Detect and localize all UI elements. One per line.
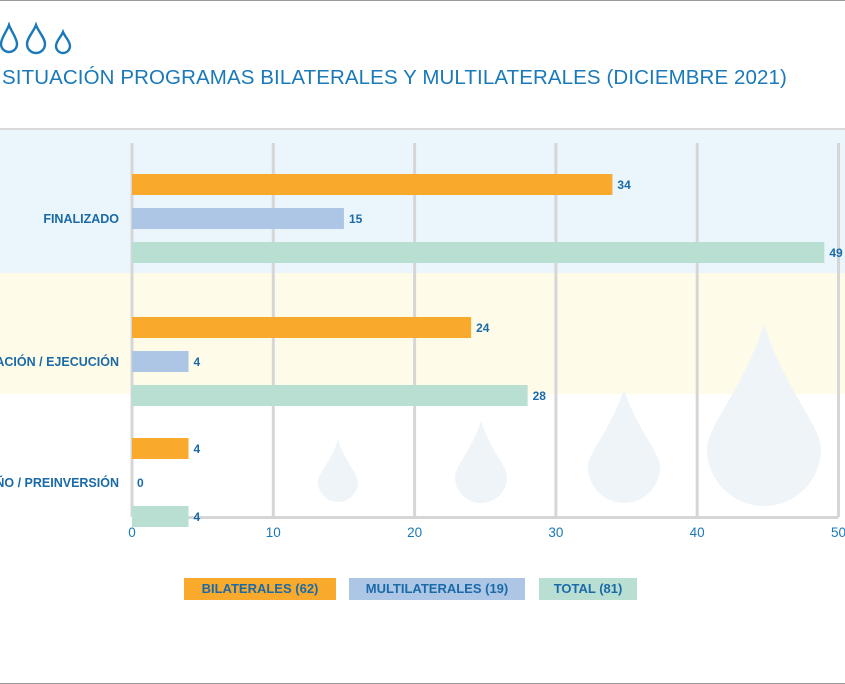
data-label-multilaterales: 4 <box>194 355 201 369</box>
data-label-multilaterales: 0 <box>137 476 144 490</box>
x-tick-label: 30 <box>548 525 563 540</box>
bar-multilaterales <box>132 208 344 229</box>
x-tick-label: 40 <box>690 525 705 540</box>
category-label: FINALIZADO <box>43 212 119 226</box>
x-tick-label: 0 <box>128 525 136 540</box>
drop-decoration-icon <box>707 324 821 506</box>
bar-chart: 01020304050FINALIZADO341549ACTUACIÓN / E… <box>0 128 845 540</box>
drop-decoration-icon <box>455 421 507 503</box>
legend-multilaterales: MULTILATERALES (19) <box>349 578 525 600</box>
bar-bilaterales <box>132 438 189 459</box>
bar-total <box>132 506 189 527</box>
data-label-bilaterales: 24 <box>476 321 490 335</box>
x-tick-label: 50 <box>831 525 845 540</box>
data-label-multilaterales: 15 <box>349 212 363 226</box>
legend-total: TOTAL (81) <box>539 578 637 600</box>
chart-title: SITUACIÓN PROGRAMAS BILATERALES Y MULTIL… <box>2 66 787 89</box>
bar-multilaterales <box>132 351 189 372</box>
bar-bilaterales <box>132 317 472 338</box>
bar-total <box>132 242 825 263</box>
data-label-total: 4 <box>194 510 201 524</box>
x-tick-label: 20 <box>407 525 422 540</box>
category-label: DISEÑO / PREINVERSIÓN <box>0 475 119 490</box>
x-tick-label: 10 <box>266 525 281 540</box>
bar-bilaterales <box>132 174 613 195</box>
legend-bilaterales: BILATERALES (62) <box>184 578 336 600</box>
top-frame-line <box>0 0 845 1</box>
data-label-bilaterales: 4 <box>194 442 201 456</box>
drops-icon <box>0 22 72 55</box>
data-label-total: 28 <box>533 389 547 403</box>
category-label: ACTUACIÓN / EJECUCIÓN <box>0 354 119 369</box>
drop-decoration-icon <box>588 389 660 503</box>
data-label-total: 49 <box>829 246 843 260</box>
bar-total <box>132 385 528 406</box>
data-label-bilaterales: 34 <box>617 178 631 192</box>
drop-decoration-icon <box>318 440 358 502</box>
